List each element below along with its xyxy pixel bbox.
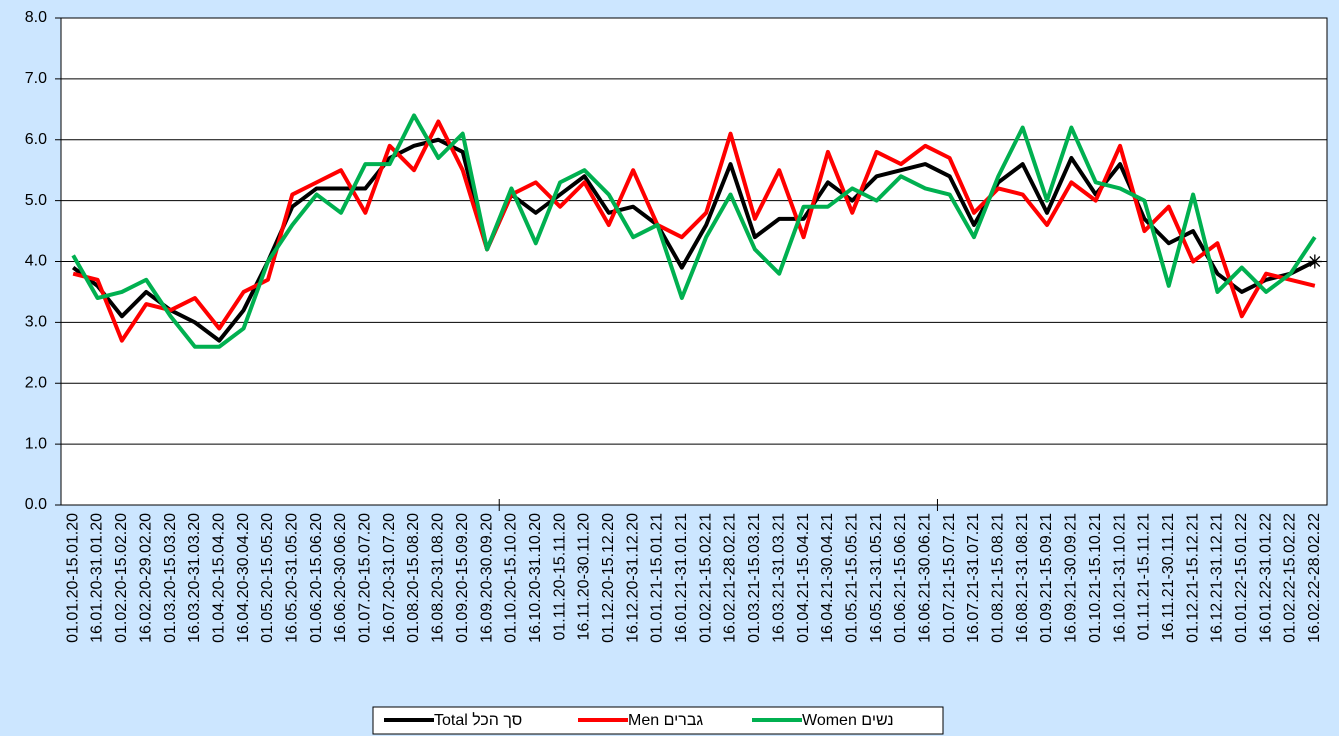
x-tick-label: 16.06.21-30.06.21 <box>917 513 934 643</box>
legend-box <box>372 706 944 735</box>
y-tick-label: 7.0 <box>25 70 47 87</box>
x-tick-label: 01.07.21-15.07.21 <box>941 513 958 643</box>
x-tick-label: 16.04.21-30.04.21 <box>819 513 836 643</box>
series-line <box>72 119 1316 343</box>
x-tick-label: 01.09.21-15.09.21 <box>1038 513 1055 643</box>
x-tick-label: 01.05.21-15.05.21 <box>843 513 860 643</box>
x-tick-label: 01.02.20-15.02.20 <box>113 513 130 643</box>
x-tick-label: 16.05.20-31.05.20 <box>284 513 301 643</box>
legend: Total סך הכל Men גברים Women נשים <box>372 706 944 735</box>
x-tick-label: 16.10.20-31.10.20 <box>527 513 544 643</box>
x-tick-label: 16.12.20-31.12.20 <box>624 513 641 643</box>
y-tick-label: 5.0 <box>25 192 47 209</box>
plot-border <box>60 17 1328 506</box>
x-tick-label: 16.01.22-31.01.22 <box>1257 513 1274 643</box>
x-tick-label: 01.04.21-15.04.21 <box>795 513 812 643</box>
x-tick-label: 01.09.20-15.09.20 <box>454 513 471 643</box>
x-tick-label: 16.04.20-30.04.20 <box>235 513 252 643</box>
y-tick-label: 3.0 <box>25 314 47 331</box>
x-tick-label: 16.02.21-28.02.21 <box>722 513 739 643</box>
x-tick-label: 01.11.20-15.11.20 <box>551 513 568 641</box>
end-marker <box>1307 254 1322 269</box>
y-tick-label: 2.0 <box>25 374 47 391</box>
x-tick-label: 01.12.20-15.12.20 <box>600 513 617 643</box>
x-tick-label: 01.02.21-15.02.21 <box>697 513 714 643</box>
x-tick-label: 01.03.21-15.03.21 <box>746 513 763 643</box>
x-tick-label: 01.01.20-15.01.20 <box>64 513 81 643</box>
x-tick-label: 01.06.20-15.06.20 <box>308 513 325 643</box>
legend-label: Men גברים <box>628 712 703 729</box>
x-tick-label: 01.06.21-15.06.21 <box>892 513 909 643</box>
y-tick-label: 1.0 <box>25 435 47 452</box>
x-tick-label: 01.04.20-15.04.20 <box>210 513 227 643</box>
x-tick-label: 01.08.20-15.08.20 <box>405 513 422 643</box>
x-tick-label: 01.01.22-15.01.22 <box>1233 513 1250 643</box>
x-tick-label: 16.02.22-28.02.22 <box>1306 513 1323 643</box>
series-line <box>71 113 1317 349</box>
x-tick-label: 16.01.21-31.01.21 <box>673 513 690 643</box>
legend-label: Women נשים <box>802 712 894 729</box>
y-tick-label: 8.0 <box>25 9 47 26</box>
x-tick-label: 16.02.20-29.02.20 <box>137 513 154 643</box>
x-tick-label: 16.10.21-31.10.21 <box>1111 513 1128 643</box>
x-tick-label: 16.08.20-31.08.20 <box>430 513 447 643</box>
x-tick-label: 01.07.20-15.07.20 <box>357 513 374 643</box>
x-tick-label: 01.03.20-15.03.20 <box>162 513 179 643</box>
x-tick-label: 16.03.20-31.03.20 <box>186 513 203 643</box>
x-tick-label: 01.05.20-15.05.20 <box>259 513 276 643</box>
x-tick-label: 16.09.21-30.09.21 <box>1063 513 1080 643</box>
x-tick-label: 01.08.21-15.08.21 <box>990 513 1007 643</box>
x-tick-label: 16.11.20-30.11.20 <box>576 513 593 641</box>
y-tick-label: 6.0 <box>25 131 47 148</box>
x-tick-label: 16.06.20-30.06.20 <box>332 513 349 643</box>
x-tick-label: 16.03.21-31.03.21 <box>770 513 787 643</box>
x-tick-label: 16.07.20-31.07.20 <box>381 513 398 643</box>
x-tick-label: 01.10.21-15.10.21 <box>1087 513 1104 643</box>
x-tick-label: 16.12.21-31.12.21 <box>1209 513 1226 643</box>
x-tick-label: 16.11.21-30.11.21 <box>1160 513 1177 641</box>
x-tick-label: 01.02.22-15.02.22 <box>1282 513 1299 643</box>
x-tick-label: 01.10.20-15.10.20 <box>503 513 520 643</box>
x-tick-label: 16.07.21-31.07.21 <box>965 513 982 643</box>
legend-label: Total סך הכל <box>434 711 522 729</box>
x-tick-label: 16.05.21-31.05.21 <box>868 513 885 643</box>
y-tick-label: 4.0 <box>25 253 47 270</box>
x-tick-label: 16.08.21-31.08.21 <box>1014 513 1031 643</box>
y-tick-label: 0.0 <box>25 496 47 513</box>
marker-stroke <box>1309 256 1321 267</box>
x-tick-label: 16.09.20-30.09.20 <box>478 513 495 643</box>
x-tick-label: 01.12.21-15.12.21 <box>1184 513 1201 643</box>
x-tick-label: 16.01.20-31.01.20 <box>89 513 106 643</box>
x-tick-label: 01.11.21-15.11.21 <box>1136 513 1153 641</box>
x-tick-label: 01.01.21-15.01.21 <box>649 513 666 643</box>
